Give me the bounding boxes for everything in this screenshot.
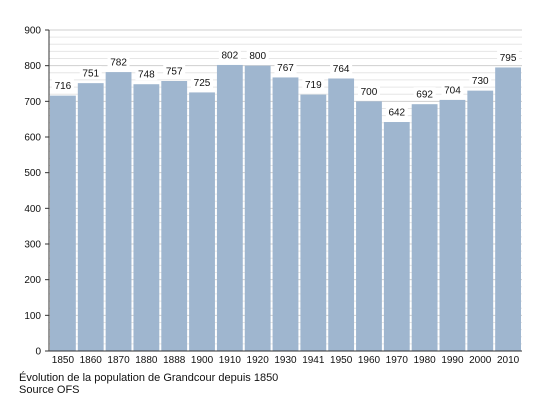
bar-1900: [189, 92, 215, 352]
bar-1980: [411, 104, 438, 351]
bar-2010: [495, 67, 521, 351]
data-label-1888: 757: [166, 67, 183, 78]
data-label-bg: [330, 61, 353, 75]
data-label-1900: 725: [194, 78, 211, 89]
y-tick-label: 200: [24, 275, 41, 286]
data-label-bg: [302, 77, 325, 91]
x-tick-label-1920: 1920: [247, 355, 270, 366]
bar-1910: [216, 64, 243, 351]
x-tick-label-1990: 1990: [441, 355, 464, 366]
data-label-1960: 700: [361, 87, 378, 98]
data-label-bg: [107, 55, 130, 69]
data-label-bg: [191, 75, 214, 89]
y-tick-label: 900: [24, 26, 41, 37]
bar-1930: [272, 77, 299, 351]
data-label-bg: [274, 60, 297, 74]
data-label-bg: [413, 87, 436, 101]
data-label-1870: 782: [110, 58, 127, 69]
data-label-bg: [218, 47, 241, 61]
data-label-bg: [51, 78, 74, 92]
data-label-bg: [79, 66, 102, 80]
chart-source: Source OFS: [19, 384, 80, 396]
data-label-bg: [385, 105, 408, 119]
data-label-1941: 719: [305, 80, 322, 91]
bar-1870: [105, 72, 132, 351]
data-label-2000: 730: [472, 76, 489, 87]
y-tick-label: 500: [24, 168, 41, 179]
data-label-bg: [469, 73, 492, 87]
chart-caption: Évolution de la population de Grandcour …: [19, 372, 279, 384]
data-label-1920: 800: [249, 51, 266, 62]
bar-1941: [300, 94, 327, 351]
data-label-1860: 751: [82, 69, 99, 80]
y-tick-label: 100: [24, 311, 41, 322]
bar-1880: [133, 84, 160, 352]
x-tick-label-2000: 2000: [469, 355, 492, 366]
bar-1920: [244, 65, 271, 352]
data-label-1990: 704: [444, 85, 461, 96]
x-tick-label-1941: 1941: [302, 355, 325, 366]
x-tick-label-1960: 1960: [358, 355, 381, 366]
y-tick-label: 800: [24, 61, 41, 72]
data-label-1970: 642: [388, 108, 405, 119]
bar-2000: [467, 90, 494, 351]
y-tick-label: 700: [24, 97, 41, 108]
bar-1950: [328, 78, 355, 352]
y-tick-label: 0: [35, 347, 41, 358]
data-label-1880: 748: [138, 70, 155, 81]
data-label-bg: [163, 64, 186, 78]
data-label-bg: [441, 82, 464, 96]
x-tick-label-1900: 1900: [191, 355, 214, 366]
x-tick-label-2010: 2010: [497, 355, 520, 366]
bar-1860: [77, 83, 104, 351]
data-label-1850: 716: [55, 81, 72, 92]
bar-1990: [439, 99, 466, 351]
y-tick-label: 400: [24, 204, 41, 215]
data-label-1980: 692: [416, 90, 433, 101]
data-label-bg: [497, 50, 520, 64]
x-tick-label-1880: 1880: [135, 355, 158, 366]
y-tick-label: 300: [24, 240, 41, 251]
bar-1850: [50, 95, 76, 351]
x-tick-label-1888: 1888: [163, 355, 186, 366]
y-tick-label: 600: [24, 133, 41, 144]
data-label-1910: 802: [222, 50, 239, 61]
x-tick-label-1970: 1970: [386, 355, 409, 366]
x-tick-label-1910: 1910: [219, 355, 242, 366]
data-label-bg: [135, 67, 158, 81]
x-tick-label-1860: 1860: [80, 355, 103, 366]
bar-1970: [383, 122, 410, 352]
data-label-bg: [357, 84, 380, 98]
x-tick-label-1870: 1870: [107, 355, 130, 366]
bar-1960: [356, 101, 382, 351]
data-label-2010: 795: [500, 53, 517, 64]
data-label-bg: [246, 48, 269, 62]
x-tick-label-1930: 1930: [274, 355, 297, 366]
x-tick-label-1850: 1850: [52, 355, 75, 366]
data-label-1930: 767: [277, 63, 294, 74]
data-label-1950: 764: [333, 64, 350, 75]
x-tick-label-1980: 1980: [413, 355, 436, 366]
x-tick-label-1950: 1950: [330, 355, 353, 366]
bar-1888: [161, 81, 188, 352]
